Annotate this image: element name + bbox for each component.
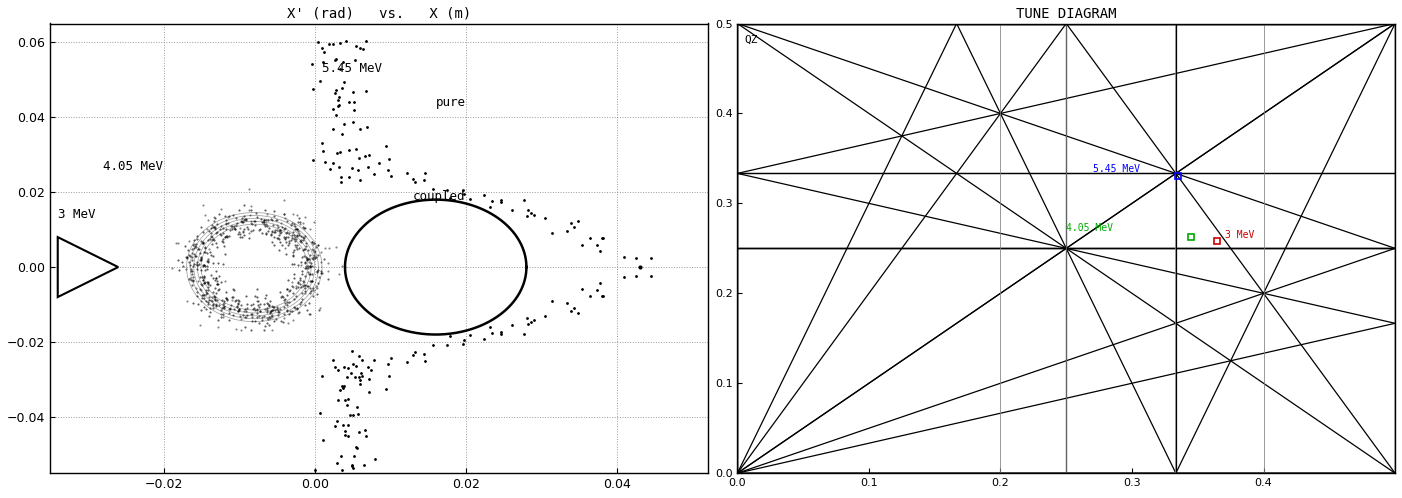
- Title: TUNE DIAGRAM: TUNE DIAGRAM: [1016, 7, 1116, 21]
- Text: 4.05 MeV: 4.05 MeV: [104, 160, 163, 173]
- Text: 3 MeV: 3 MeV: [1225, 231, 1255, 241]
- Text: 4.05 MeV: 4.05 MeV: [1067, 223, 1113, 233]
- Text: QZ: QZ: [744, 34, 757, 44]
- Text: 3 MeV: 3 MeV: [57, 208, 95, 222]
- Text: coupled: coupled: [414, 190, 465, 203]
- Polygon shape: [57, 237, 118, 297]
- Text: pure: pure: [436, 96, 465, 109]
- Text: 5.45 MeV: 5.45 MeV: [1092, 164, 1140, 174]
- Text: 5.45 MeV: 5.45 MeV: [322, 62, 383, 75]
- Title: X' (rad)   vs.   X (m): X' (rad) vs. X (m): [287, 7, 471, 21]
